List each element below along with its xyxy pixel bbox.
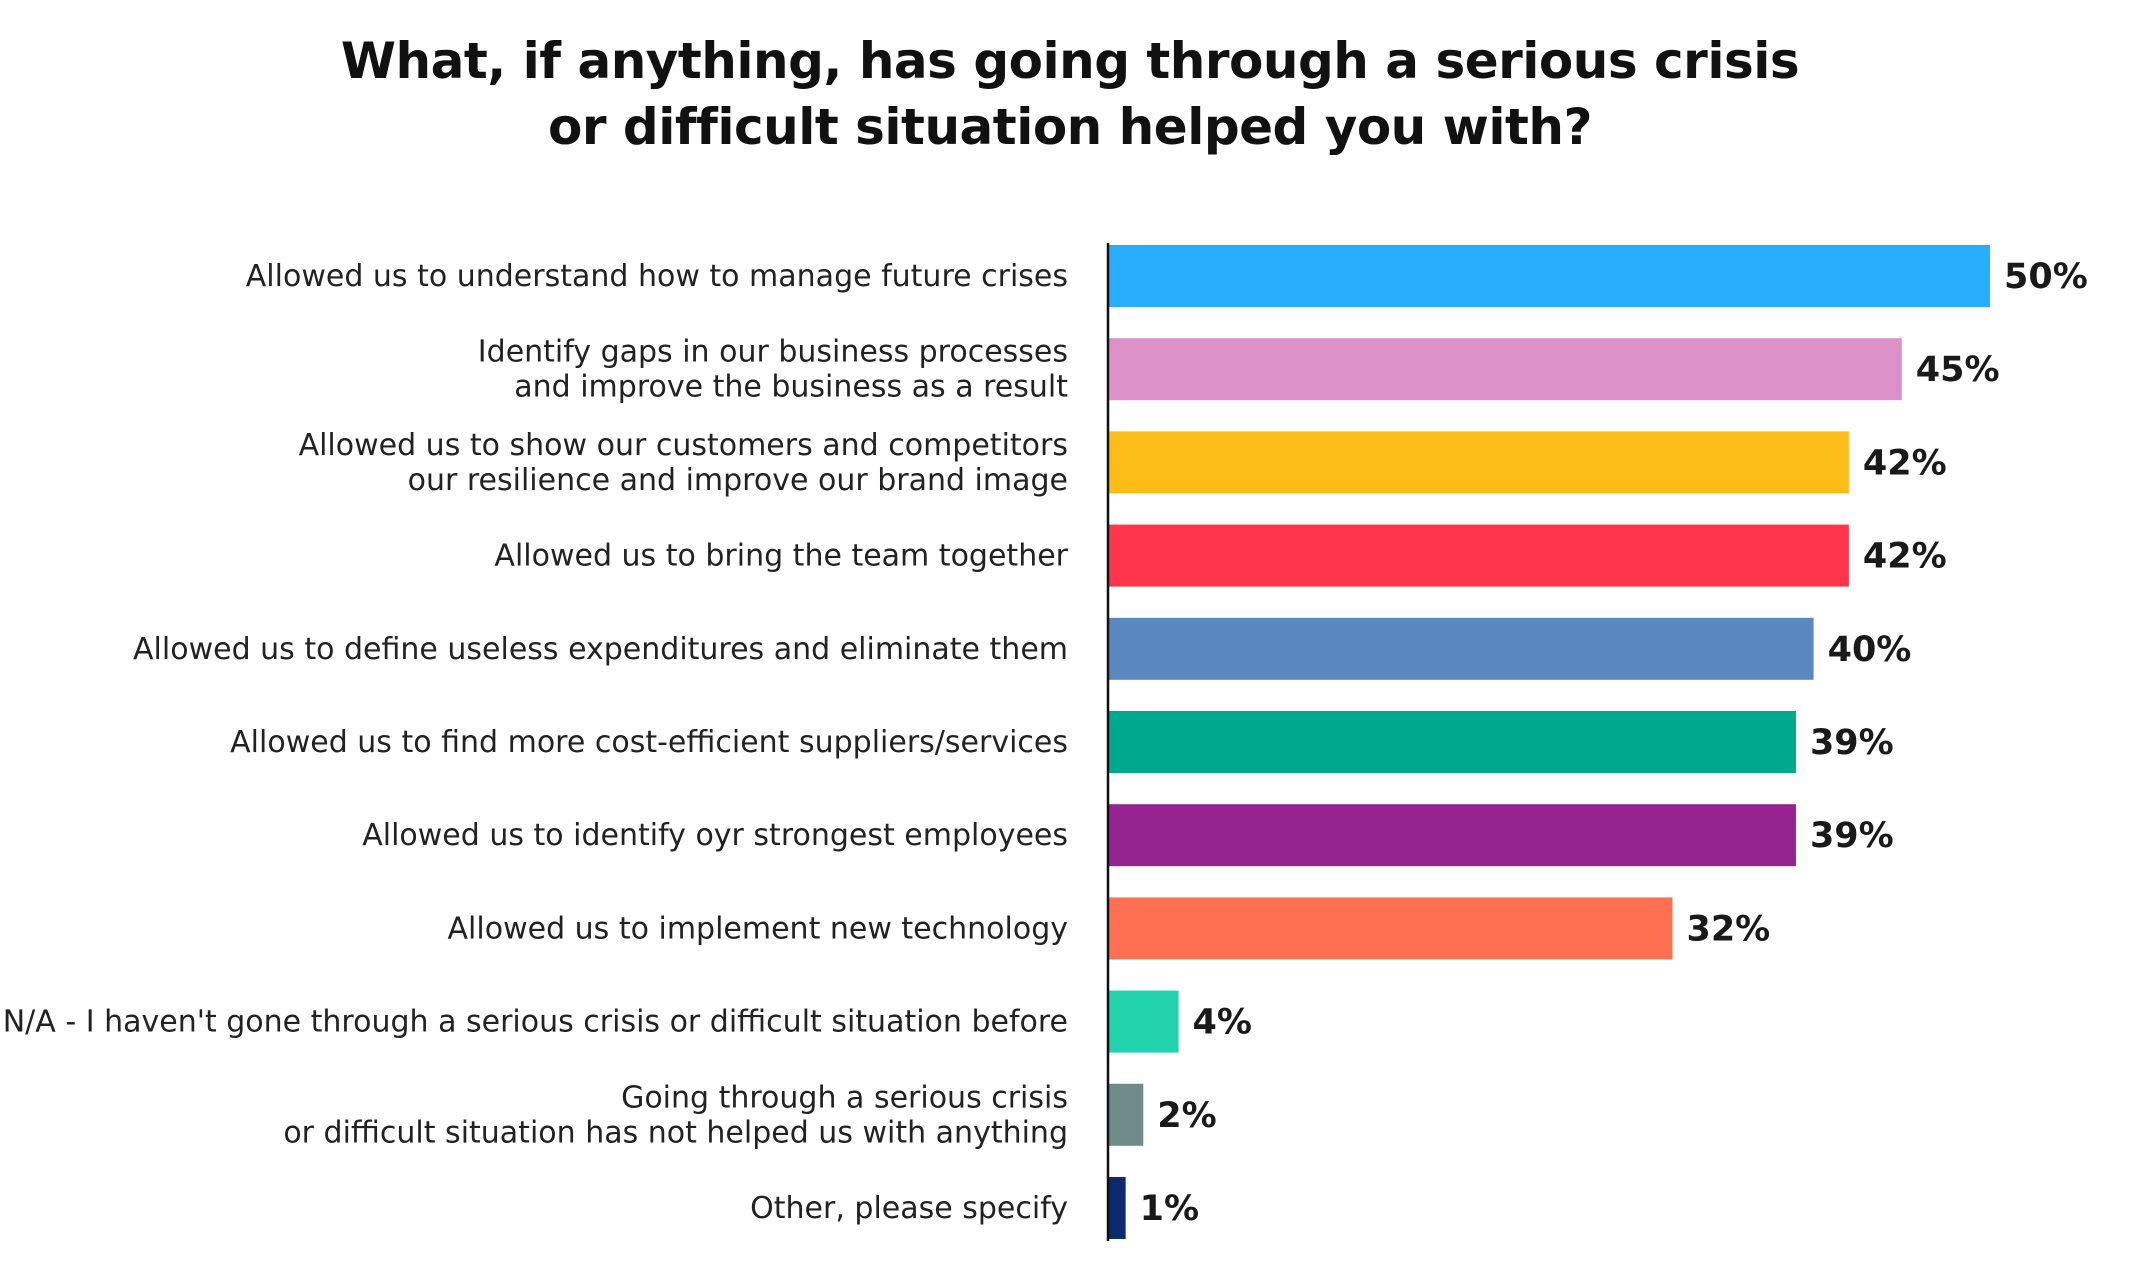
- category-label: Allowed us to implement new technology: [448, 911, 1068, 946]
- bar-value-label: 45%: [1916, 350, 2000, 390]
- chart-title: What, if anything, has going through a s…: [0, 28, 2140, 160]
- category-label: N/A - I haven't gone through a serious c…: [3, 1005, 1068, 1040]
- category-label: Allowed us to show our customers and com…: [299, 428, 1068, 498]
- category-label: Allowed us to find more cost-efficient s…: [230, 725, 1068, 760]
- bar-value-label: 39%: [1810, 816, 1894, 856]
- bar: [1108, 617, 1814, 680]
- bar-value-label: 4%: [1193, 1003, 1252, 1043]
- bar: [1108, 1083, 1144, 1146]
- bar: [1108, 804, 1796, 867]
- category-label: Allowed us to understand how to manage f…: [246, 259, 1068, 294]
- chart-title-line-2: or difficult situation helped you with?: [547, 98, 1593, 156]
- bar: [1108, 524, 1849, 587]
- bar: [1108, 1177, 1126, 1239]
- bar: [1108, 338, 1902, 401]
- category-label: Going through a serious crisis or difficu…: [283, 1080, 1068, 1150]
- category-label: Identify gaps in our business processes a…: [478, 335, 1068, 405]
- bar-value-label: 1%: [1140, 1189, 1199, 1229]
- bar-value-label: 39%: [1810, 723, 1894, 763]
- category-label: Other, please specify: [750, 1191, 1068, 1226]
- category-label: Allowed us to identify oyr strongest emp…: [362, 818, 1068, 853]
- bar-value-label: 42%: [1863, 443, 1947, 483]
- bar-value-label: 50%: [2004, 257, 2088, 297]
- bar-value-label: 32%: [1686, 909, 1770, 949]
- bar-value-label: 40%: [1828, 630, 1912, 670]
- bar: [1108, 431, 1849, 494]
- category-label: Allowed us to define useless expenditure…: [133, 632, 1068, 667]
- category-label: Allowed us to bring the team together: [494, 539, 1068, 574]
- bar: [1108, 990, 1179, 1053]
- bar: [1108, 245, 1990, 307]
- bar: [1108, 897, 1673, 960]
- bar: [1108, 711, 1796, 773]
- chart-title-line-1: What, if anything, has going through a s…: [340, 32, 1800, 90]
- bar-value-label: 2%: [1157, 1096, 1216, 1136]
- bar-value-label: 42%: [1863, 537, 1947, 577]
